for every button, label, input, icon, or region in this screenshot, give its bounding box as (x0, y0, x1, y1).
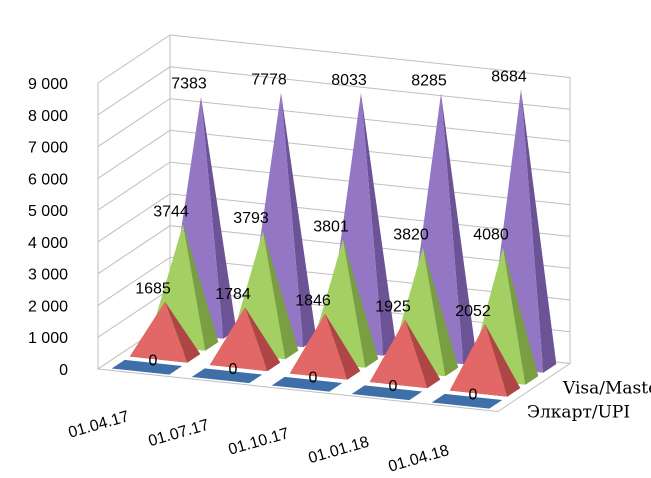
data-label: 7778 (251, 72, 287, 89)
pyramid-side-face (503, 247, 539, 385)
pyramid-side-face (405, 319, 441, 389)
x-tick-label: 01.10.17 (226, 425, 291, 459)
data-label: 3744 (153, 203, 189, 220)
pyramid-side-face (423, 247, 459, 377)
data-label: 0 (389, 378, 398, 395)
pyramid-mark (351, 385, 423, 401)
y-tick-label: 5 000 (28, 203, 68, 220)
data-label: 0 (469, 386, 478, 403)
pyramid-side-face (521, 89, 557, 373)
y-tick-label: 6 000 (28, 171, 68, 188)
x-tick-label: 01.04.18 (386, 442, 451, 476)
data-label: 3820 (393, 226, 429, 243)
pyramid-side-face (485, 324, 521, 397)
data-labels: 7383 7778 8033 8285 8684 3744 3793 3801 3820 4080… (135, 68, 527, 403)
y-tick-label: 1 000 (28, 330, 68, 347)
pyramid-mark (271, 376, 343, 392)
pyramid-front-face (449, 324, 508, 397)
y-tick-label: 7 000 (28, 140, 68, 157)
data-label: 1846 (295, 293, 331, 310)
series-label: Visa/Master (562, 379, 651, 399)
y-tick-label: 8 000 (28, 108, 68, 125)
data-label: 7383 (171, 76, 207, 93)
y-tick-label: 0 (59, 362, 68, 379)
pyramid-front-face (289, 313, 348, 380)
chart-marks (111, 89, 557, 409)
flat-mark (431, 393, 503, 409)
pyramid-side-face (441, 93, 477, 365)
pyramid-mark (129, 301, 201, 363)
data-label: 3801 (313, 218, 349, 235)
pyramid-mark (431, 393, 503, 409)
pyramid-side-face (325, 313, 361, 380)
data-label: 8684 (491, 68, 527, 85)
pyramid-side-face (281, 92, 317, 348)
gridline (97, 129, 571, 179)
y-tick-label: 2 000 (28, 298, 68, 315)
pyramid-side-face (361, 93, 397, 356)
pyramid-side-face (343, 239, 379, 368)
pyramid-mark (289, 313, 361, 380)
x-tick-label: 01.01.18 (306, 434, 371, 468)
pyramid-side-face (263, 231, 299, 360)
series-label: Элкарт/UPI (527, 403, 630, 423)
flat-mark (351, 385, 423, 401)
data-label: 0 (149, 352, 158, 369)
data-label: 0 (309, 369, 318, 386)
data-label: 3793 (233, 210, 269, 227)
data-label: 4080 (473, 227, 509, 244)
flat-mark (271, 376, 343, 392)
data-label: 2052 (455, 303, 491, 320)
pyramid-side-face (183, 224, 219, 351)
y-tick-label: 4 000 (28, 235, 68, 252)
pyramid-side-face (245, 307, 281, 372)
data-label: 0 (229, 361, 238, 378)
x-tick-label: 01.07.17 (146, 417, 211, 451)
pyramid-front-face (209, 307, 268, 372)
pyramid-mark (191, 368, 263, 384)
pyramid-front-face (129, 301, 188, 363)
pyramid-mark (209, 307, 281, 372)
pyramid-mark (449, 324, 521, 397)
y-tick-label: 3 000 (28, 267, 68, 284)
x-tick-label: 01.04.17 (66, 408, 131, 442)
y-tick-label: 9 000 (28, 76, 68, 93)
pyramid-front-face (369, 319, 428, 389)
data-label: 8285 (411, 72, 447, 89)
pyramid-side-face (165, 301, 201, 363)
gridline (97, 98, 571, 148)
pyramid-side-face (201, 96, 237, 339)
pyramid-mark (111, 359, 183, 375)
flat-mark (191, 368, 263, 384)
pyramid-mark (369, 319, 441, 389)
data-label: 8033 (331, 72, 367, 89)
data-label: 1784 (215, 286, 251, 303)
flat-mark (111, 359, 183, 375)
data-label: 1925 (375, 299, 411, 316)
data-label: 1685 (135, 281, 171, 298)
